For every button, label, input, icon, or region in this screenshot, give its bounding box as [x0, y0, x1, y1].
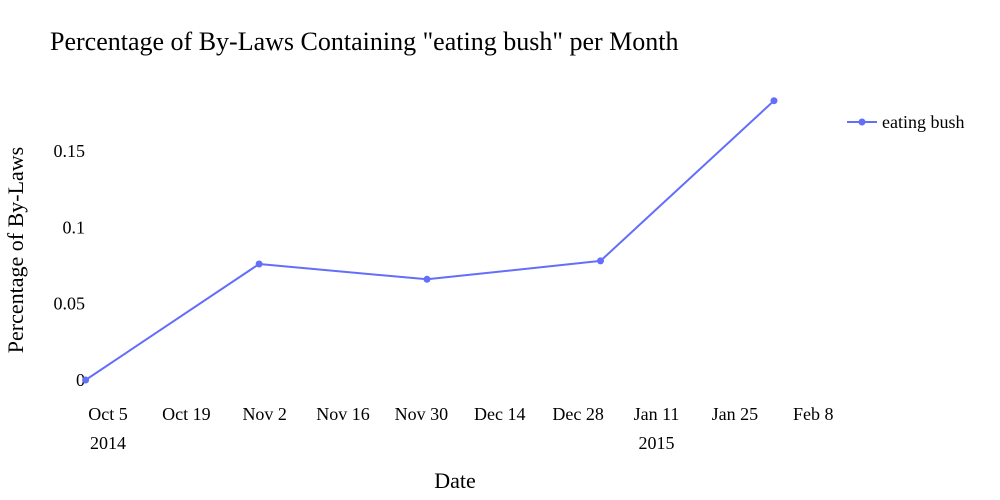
x-tick-label: Feb 8	[793, 404, 834, 424]
x-axis-ticks: Oct 5 2014 Oct 19 Nov 2 Nov 16 Nov 30 Dec 14 De…	[88, 404, 833, 453]
data-point[interactable]	[82, 376, 90, 384]
legend-label: eating bush	[882, 112, 965, 132]
series-layer	[82, 97, 778, 384]
y-axis-ticks: 0 0.05 0.1 0.15	[54, 141, 86, 390]
data-point[interactable]	[255, 260, 263, 268]
x-tick-label: Dec 28	[552, 404, 603, 424]
x-tick-label: Jan 25	[712, 404, 759, 424]
x-tick-label: Nov 16	[316, 404, 370, 424]
legend[interactable]: eating bush	[847, 112, 965, 132]
series-line	[85, 99, 775, 381]
x-tick-year-label: 2014	[90, 433, 126, 453]
x-tick-label: Jan 11	[634, 404, 680, 424]
y-tick-label: 0.15	[54, 141, 86, 161]
y-tick-label: 0	[76, 370, 85, 390]
data-point[interactable]	[770, 97, 778, 105]
x-tick-label: Oct 5	[88, 404, 128, 424]
x-tick-label: Oct 19	[162, 404, 211, 424]
legend-item[interactable]: eating bush	[847, 112, 965, 132]
x-tick-year-label: 2015	[638, 433, 674, 453]
x-axis-title: Date	[434, 468, 476, 493]
chart-title: Percentage of By-Laws Containing "eating…	[50, 27, 678, 56]
y-tick-label: 0.1	[63, 217, 86, 237]
x-tick-label: Nov 2	[242, 404, 287, 424]
y-tick-label: 0.05	[54, 294, 86, 314]
legend-marker	[858, 118, 866, 126]
data-point[interactable]	[423, 275, 431, 283]
y-axis-title: Percentage of By-Laws	[3, 147, 28, 353]
data-point[interactable]	[597, 257, 604, 265]
x-tick-label: Dec 14	[474, 404, 525, 424]
x-tick-label: Nov 30	[395, 404, 449, 424]
